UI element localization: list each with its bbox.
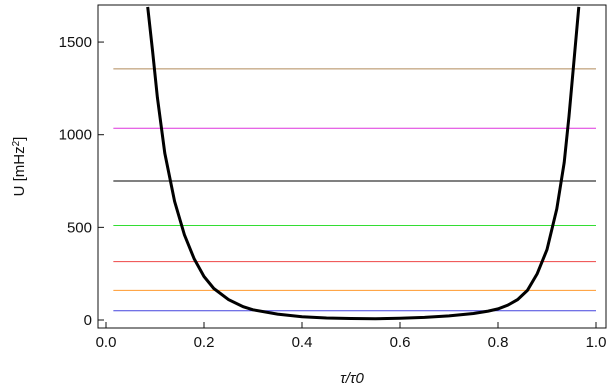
y-axis-ticks: 0 500 1000 1500 [59, 34, 104, 329]
plot-frame [97, 4, 607, 329]
x-tick-label: 0.4 [292, 334, 313, 351]
x-tick-label: 0.2 [194, 334, 215, 351]
y-tick-label: 1500 [59, 34, 92, 51]
x-tick-label: 1.0 [586, 334, 607, 351]
y-tick-label: 500 [67, 219, 92, 236]
y-axis-label: U [mHz2] [11, 137, 29, 197]
y-axis-label-sup: 2 [11, 140, 22, 146]
y-tick-label: 0 [84, 312, 92, 329]
x-tick-label: 0.8 [488, 334, 509, 351]
y-axis-label-tail: ] [11, 137, 28, 141]
y-axis-label-main: U [mHz [11, 146, 28, 196]
x-tick-label: 0.0 [96, 334, 117, 351]
y-tick-label: 1000 [59, 127, 92, 144]
reference-lines [113, 68, 596, 312]
potential-curve [146, 6, 581, 321]
x-axis-ticks: 0.0 0.2 0.4 0.6 0.8 1.0 [96, 322, 607, 351]
x-axis-label: τ/τ0 [340, 370, 364, 387]
x-tick-label: 0.6 [390, 334, 411, 351]
